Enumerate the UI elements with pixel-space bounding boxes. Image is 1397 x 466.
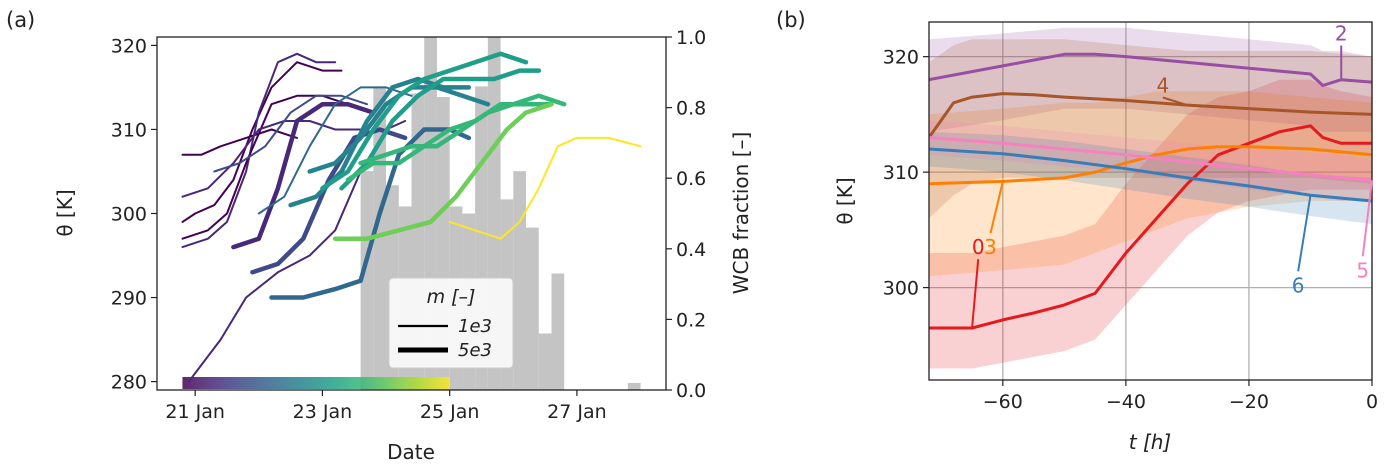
band-series-6 xyxy=(929,131,1372,225)
legend-label-thin: 1e3 xyxy=(458,316,492,337)
trajectory-line xyxy=(358,93,567,166)
trajectory-line xyxy=(269,127,472,300)
line-series-6 xyxy=(929,147,1372,203)
series-label-6: 6 xyxy=(1292,273,1305,297)
trajectory-line xyxy=(332,101,554,241)
y-tick-label: 300 xyxy=(111,204,147,226)
y2-tick-label: 0.2 xyxy=(676,309,706,331)
y2-tick-label: 1.0 xyxy=(676,27,706,49)
trajectory-line xyxy=(448,136,642,240)
trajectory-line xyxy=(250,127,408,275)
x-tick-label: −60 xyxy=(983,391,1023,413)
line-series-2 xyxy=(929,52,1372,87)
panel-a-tag: (a) xyxy=(6,8,35,32)
legend-title: m [–] xyxy=(427,286,476,308)
trajectory-line xyxy=(257,86,413,215)
line-series-5 xyxy=(929,136,1372,182)
trajectory-line xyxy=(181,120,362,198)
band-series-5 xyxy=(929,120,1372,201)
trajectory-line xyxy=(231,101,376,250)
panel-b-chart: 300 310 320 −60 −40 −20 0 0 2 3 4 5 6 t [h] θ [K] xyxy=(833,21,1378,454)
y-tick-label: 280 xyxy=(111,372,147,394)
x-tick-label: −20 xyxy=(1229,391,1269,413)
histogram-bar xyxy=(513,171,527,390)
x-tick-label: 0 xyxy=(1366,391,1378,413)
panel-a-ylabel: θ [K] xyxy=(53,189,77,236)
series-label-2: 2 xyxy=(1335,22,1348,46)
band-series-2 xyxy=(929,27,1372,132)
y2-tick-label: 0.0 xyxy=(676,380,706,402)
x-tick-label: 25 Jan xyxy=(420,401,480,423)
x-tick-label: 23 Jan xyxy=(293,401,353,423)
series-label-5: 5 xyxy=(1356,258,1369,282)
panel-a-axes: 280 290 300 310 320 0.0 0.2 0.4 0.6 0.8 1.0 21 Jan 2… xyxy=(111,27,706,423)
y-tick-label: 300 xyxy=(883,278,919,300)
y2-tick-label: 0.4 xyxy=(676,239,706,261)
y-tick-label: 290 xyxy=(111,288,147,310)
y2-tick-label: 0.6 xyxy=(676,168,706,190)
time-colorbar xyxy=(182,377,450,389)
panel-b-frame xyxy=(928,21,1373,381)
colorbar-strip xyxy=(182,377,450,389)
panel-a-xlabel: Date xyxy=(387,440,435,464)
x-tick-label: 21 Jan xyxy=(165,401,225,423)
spread-bands xyxy=(929,27,1372,369)
trajectory-line xyxy=(339,68,542,191)
trajectories xyxy=(181,51,642,383)
line-series-3 xyxy=(929,145,1372,186)
series-label-0: 0 xyxy=(972,235,985,259)
series-labels: 0 2 3 4 5 6 xyxy=(971,22,1373,329)
legend: m [–] 1e3 5e3 xyxy=(388,277,514,369)
histogram-bar xyxy=(627,382,641,390)
panel-a-y2label: WCB fraction [–] xyxy=(729,132,753,295)
line-series-4 xyxy=(929,92,1372,139)
y-tick-label: 320 xyxy=(883,47,919,69)
y2-tick-label: 0.8 xyxy=(676,98,706,120)
trajectory-line xyxy=(213,94,368,173)
histogram-bar xyxy=(551,273,565,390)
panel-b-ylabel: θ [K] xyxy=(833,177,857,224)
legend-label-thick: 5e3 xyxy=(458,340,492,361)
panel-b-axes: 300 310 320 −60 −40 −20 0 xyxy=(883,47,1378,413)
line-series-0 xyxy=(929,124,1372,330)
y-tick-label: 310 xyxy=(883,162,919,184)
x-tick-label: −40 xyxy=(1106,391,1146,413)
histogram-bar xyxy=(360,171,374,390)
mean-lines xyxy=(929,52,1372,330)
band-series-4 xyxy=(929,39,1372,219)
trajectory-line xyxy=(320,51,529,191)
series-label-3: 3 xyxy=(984,235,997,259)
trajectory-line xyxy=(181,128,298,156)
histogram-bar xyxy=(526,227,539,390)
panel-b-xlabel: t [h] xyxy=(1129,430,1171,454)
panel-a-chart: 280 290 300 310 320 0.0 0.2 0.4 0.6 0.8 1.0 21 Jan 2… xyxy=(53,27,753,464)
series-label-4: 4 xyxy=(1156,74,1169,98)
legend-box xyxy=(388,277,514,369)
trajectory-line xyxy=(181,61,343,223)
histogram-bar xyxy=(538,333,552,390)
y-tick-label: 320 xyxy=(111,35,147,57)
trajectory-line xyxy=(181,52,337,249)
y-tick-label: 310 xyxy=(111,119,147,141)
panel-b-tag: (b) xyxy=(776,8,806,32)
x-tick-label: 27 Jan xyxy=(547,401,607,423)
